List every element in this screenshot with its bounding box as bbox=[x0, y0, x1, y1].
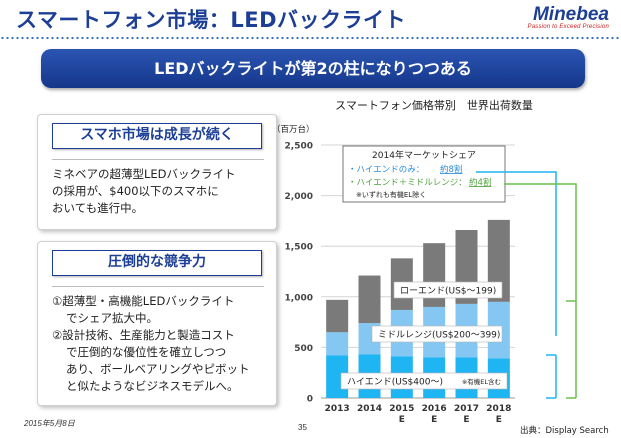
panel-text-line: ミネベアの超薄型LEDバックライト bbox=[52, 167, 236, 181]
x-tick-label: 2013 bbox=[325, 404, 350, 414]
bar-segment bbox=[326, 332, 349, 356]
bracket-high-link bbox=[476, 171, 557, 336]
series-label-mid: ミドルレンジ(US$200～399) bbox=[378, 330, 500, 340]
panel-competitiveness-heading: 圧倒的な競争力 bbox=[52, 250, 262, 276]
panel-text-line: ②設計技術、生産能力と製造コスト bbox=[52, 328, 235, 342]
panel-text-line: あり、ボールベアリングやピボット bbox=[66, 362, 250, 376]
x-tick-sublabel: E bbox=[496, 415, 502, 425]
chart-title: スマートフォン価格帯別 世界出荷数量 bbox=[335, 98, 533, 112]
x-tick-label: 2014 bbox=[357, 404, 382, 414]
headline-banner: LEDバックライトが第2の柱になりつつある bbox=[41, 49, 585, 88]
x-tick-sublabel: E bbox=[463, 415, 469, 425]
logo-tagline: Passion to Exceed Precision bbox=[527, 24, 609, 30]
y-axis-unit: （百万台） bbox=[272, 124, 315, 135]
y-tick-label: 500 bbox=[294, 344, 313, 354]
share-line-high-value: 約8割 bbox=[440, 164, 462, 175]
share-box-title: 2014年マーケットシェア bbox=[372, 149, 476, 161]
panel-text-line: で圧倒的な優位性を確立しつつ bbox=[66, 345, 227, 359]
series-label-low: ローエンド(US$～199) bbox=[400, 286, 496, 296]
panel-text-line: でシェア拡大中。 bbox=[66, 311, 158, 325]
panel-text-line: おいても進行中。 bbox=[52, 201, 144, 215]
panel-competitiveness-body: ①超薄型・高機能LEDバックライト でシェア拡大中。 ②設計技術、生産能力と製造… bbox=[52, 286, 264, 395]
x-tick-sublabel: E bbox=[431, 415, 437, 425]
page-number: 35 bbox=[298, 423, 307, 432]
page-title: スマートフォン市場：LEDバックライト bbox=[16, 8, 407, 32]
share-line-mid-label: ・ハイエンド＋ミドルレンジ： bbox=[348, 178, 467, 188]
panel-market-growth-heading: スマホ市場は成長が続く bbox=[52, 123, 262, 149]
dotted-divider bbox=[0, 36, 621, 40]
x-tick-sublabel: E bbox=[399, 415, 405, 425]
series-label-low-box bbox=[393, 281, 503, 299]
x-tick-label: 2017 bbox=[454, 404, 479, 414]
bar-segment bbox=[358, 275, 381, 324]
panel-text-line: ①超薄型・高機能LEDバックライト bbox=[52, 294, 235, 308]
y-tick-label: 0 bbox=[307, 395, 313, 405]
x-tick-label: 2018 bbox=[486, 404, 511, 414]
bar-segment bbox=[487, 219, 510, 302]
y-tick-label: 1,000 bbox=[285, 293, 313, 303]
panel-text-line: と似たようなビジネスモデルへ。 bbox=[66, 379, 239, 393]
share-box bbox=[342, 145, 506, 203]
share-box-note: ※いずれも有機EL除く bbox=[356, 190, 426, 199]
bracket-mid-link bbox=[504, 183, 577, 398]
panel-text-line: の採用が、$400以下のスマホに bbox=[52, 184, 219, 198]
series-label-high: ハイエンド(US$400～) bbox=[347, 377, 443, 387]
source-note: 出典：Display Search bbox=[520, 426, 609, 436]
share-line-high-label: ・ハイエンドのみ： bbox=[348, 165, 424, 175]
series-label-high-box bbox=[340, 372, 508, 390]
x-tick-label: 2016 bbox=[422, 404, 447, 414]
y-tick-label: 2,500 bbox=[285, 142, 313, 152]
company-logo: Minebea Passion to Exceed Precision bbox=[528, 5, 609, 30]
series-label-mid-box bbox=[371, 325, 503, 343]
series-label-high-note: ※有機EL含む bbox=[462, 377, 501, 386]
x-tick-label: 2015 bbox=[389, 404, 414, 414]
share-line-mid-value: 約4割 bbox=[469, 177, 491, 188]
panel-competitiveness: 圧倒的な競争力 ①超薄型・高機能LEDバックライト でシェア拡大中。 ②設計技術… bbox=[37, 241, 277, 406]
presentation-date: 2015年5月8日 bbox=[24, 419, 75, 428]
bar-segment bbox=[326, 299, 349, 333]
panel-market-growth-body: ミネベアの超薄型LEDバックライト の採用が、$400以下のスマホに おいても進… bbox=[52, 159, 264, 217]
y-tick-label: 2,000 bbox=[285, 192, 313, 202]
logo-name: Minebea bbox=[532, 4, 609, 25]
panel-market-growth: スマホ市場は成長が続く ミネベアの超薄型LEDバックライト の採用が、$400以… bbox=[37, 114, 277, 230]
y-tick-label: 1,500 bbox=[285, 243, 313, 253]
